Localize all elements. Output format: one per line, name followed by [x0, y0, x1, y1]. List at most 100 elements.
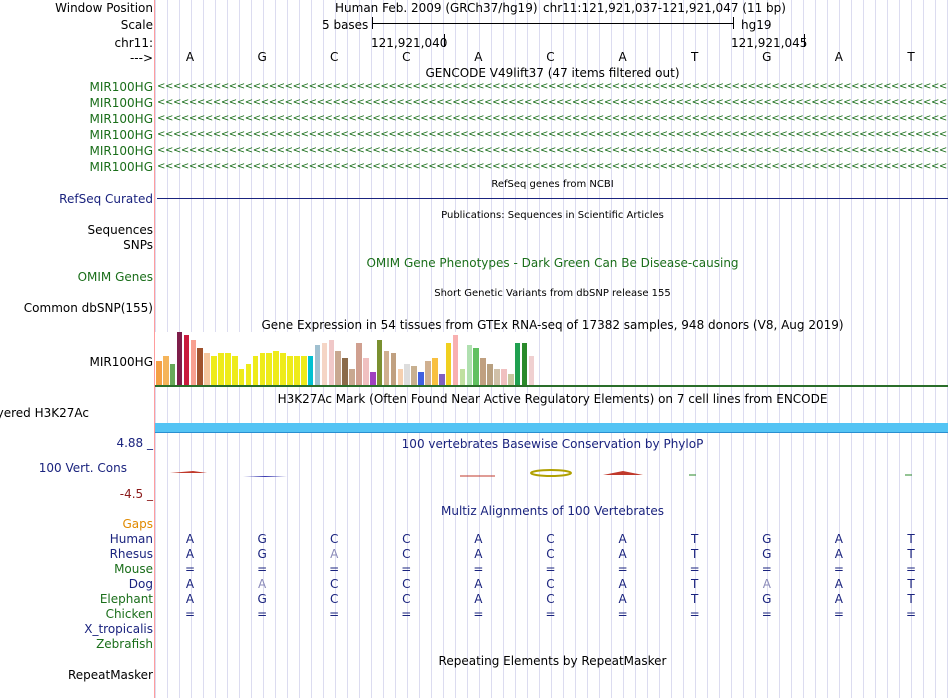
alignment-base: G — [762, 592, 772, 606]
gtex-tissue-bar[interactable] — [369, 372, 376, 385]
gtex-tissue-bar[interactable] — [390, 353, 397, 385]
species-label[interactable]: X_tropicalis — [84, 622, 153, 636]
gtex-tissue-bar[interactable] — [252, 356, 259, 385]
refseq-track-label[interactable]: RefSeq Curated — [59, 192, 153, 206]
gtex-tissue-bar[interactable] — [287, 356, 293, 385]
gtex-tissue-bar[interactable] — [162, 356, 169, 385]
gtex-tissue-bar[interactable] — [176, 332, 183, 385]
gtex-tissue-bar[interactable] — [190, 340, 197, 385]
gtex-tissue-bar[interactable] — [473, 348, 480, 385]
gtex-tissue-bar[interactable] — [459, 369, 466, 385]
gtex-tissue-bar[interactable] — [383, 351, 390, 385]
gtex-expression-chart[interactable] — [155, 332, 535, 385]
gtex-tissue-bar[interactable] — [494, 369, 500, 385]
gtex-tissue-bar[interactable] — [183, 335, 190, 385]
gtex-tissue-bar[interactable] — [404, 364, 411, 385]
gencode-transcript[interactable]: <<<<<<<<<<<<<<<<<<<<<<<<<<<<<<<<<<<<<<<<… — [157, 161, 947, 172]
gtex-tissue-bar[interactable] — [363, 358, 369, 385]
omim-track-label[interactable]: OMIM Genes — [77, 270, 153, 284]
repeatmasker-track-label[interactable]: RepeatMasker — [67, 668, 153, 682]
gtex-tissue-bar[interactable] — [487, 364, 493, 385]
gencode-transcript[interactable]: <<<<<<<<<<<<<<<<<<<<<<<<<<<<<<<<<<<<<<<<… — [157, 113, 947, 124]
gtex-tissue-bar[interactable] — [259, 353, 266, 385]
gencode-transcript[interactable]: <<<<<<<<<<<<<<<<<<<<<<<<<<<<<<<<<<<<<<<<… — [157, 97, 947, 108]
species-label[interactable]: Elephant — [99, 592, 153, 606]
gtex-tissue-bar[interactable] — [418, 372, 424, 385]
gencode-item-label[interactable]: MIR100HG — [89, 144, 153, 158]
dbsnp-track-label[interactable]: Common dbSNP(155) — [23, 301, 153, 315]
gencode-transcript[interactable]: <<<<<<<<<<<<<<<<<<<<<<<<<<<<<<<<<<<<<<<<… — [157, 81, 947, 92]
refseq-gene-line[interactable] — [157, 198, 948, 199]
h3k27ac-signal[interactable] — [155, 423, 948, 433]
gtex-tissue-bar[interactable] — [273, 351, 279, 385]
gtex-tissue-bar[interactable] — [528, 356, 535, 385]
ruler-tick — [444, 34, 445, 47]
alignment-base: G — [257, 532, 267, 546]
publications-snps-label[interactable]: SNPs — [123, 238, 153, 252]
gtex-tissue-bar[interactable] — [438, 374, 445, 385]
species-label[interactable]: Chicken — [105, 607, 153, 621]
gencode-transcript[interactable]: <<<<<<<<<<<<<<<<<<<<<<<<<<<<<<<<<<<<<<<<… — [157, 145, 947, 156]
gtex-tissue-bar[interactable] — [411, 366, 417, 385]
publications-sequences-label[interactable]: Sequences — [87, 223, 153, 237]
gtex-tissue-bar[interactable] — [501, 369, 507, 385]
gtex-tissue-bar[interactable] — [514, 343, 521, 385]
gtex-tissue-bar[interactable] — [245, 364, 252, 385]
gtex-tissue-bar[interactable] — [211, 356, 217, 385]
species-label[interactable]: Human — [109, 532, 153, 546]
gtex-tissue-bar[interactable] — [300, 356, 307, 385]
gtex-tissue-bar[interactable] — [218, 353, 224, 385]
gtex-tissue-bar[interactable] — [425, 361, 431, 385]
gtex-tissue-bar[interactable] — [328, 340, 335, 385]
gtex-tissue-bar[interactable] — [169, 364, 176, 385]
gtex-tissue-bar[interactable] — [238, 369, 245, 385]
gtex-tissue-bar[interactable] — [314, 345, 321, 385]
species-label[interactable]: Rhesus — [109, 547, 153, 561]
gtex-track-label[interactable]: MIR100HG — [89, 355, 153, 369]
track-labels: Window Position Scale chr11: ---> MIR100… — [0, 0, 153, 698]
phylop-signal[interactable] — [155, 464, 950, 480]
gencode-item-label[interactable]: MIR100HG — [89, 160, 153, 174]
alignment-base: = — [761, 562, 772, 576]
alignment-base: A — [834, 592, 843, 606]
alignment-base: A — [474, 592, 483, 606]
gencode-transcript[interactable]: <<<<<<<<<<<<<<<<<<<<<<<<<<<<<<<<<<<<<<<<… — [157, 129, 947, 140]
gtex-tissue-bar[interactable] — [521, 343, 528, 385]
gtex-tissue-bar[interactable] — [432, 358, 438, 385]
gtex-tissue-bar[interactable] — [266, 353, 273, 385]
gtex-tissue-bar[interactable] — [376, 340, 383, 385]
gtex-tissue-bar[interactable] — [321, 343, 328, 385]
gtex-tissue-bar[interactable] — [452, 335, 459, 385]
gencode-item-label[interactable]: MIR100HG — [89, 80, 153, 94]
gtex-tissue-bar[interactable] — [294, 356, 300, 385]
gencode-item-label[interactable]: MIR100HG — [89, 128, 153, 142]
alignment-base: A — [185, 592, 195, 606]
phylop-track-label[interactable]: 100 Vert. Cons — [38, 461, 127, 475]
gtex-tissue-bar[interactable] — [480, 358, 486, 385]
scale-bar — [372, 23, 733, 24]
species-label[interactable]: Dog — [128, 577, 153, 591]
gtex-tissue-bar[interactable] — [356, 343, 362, 385]
alignment-base: T — [691, 592, 699, 606]
gtex-tissue-bar[interactable] — [349, 369, 355, 385]
gtex-tissue-bar[interactable] — [445, 343, 452, 385]
gtex-tissue-bar[interactable] — [397, 369, 404, 385]
gtex-tissue-bar[interactable] — [156, 361, 162, 385]
h3k27ac-track-label[interactable]: Layered H3K27Ac — [0, 406, 89, 420]
gtex-tissue-bar[interactable] — [197, 348, 204, 385]
gtex-tissue-bar[interactable] — [507, 374, 514, 385]
gencode-item-label[interactable]: MIR100HG — [89, 96, 153, 110]
scale-label: Scale — [120, 18, 153, 32]
species-label[interactable]: Mouse — [114, 562, 153, 576]
gtex-tissue-bar[interactable] — [231, 356, 238, 385]
gtex-tissue-bar[interactable] — [466, 345, 473, 385]
gtex-tissue-bar[interactable] — [204, 353, 210, 385]
gtex-tissue-bar[interactable] — [342, 358, 348, 385]
gtex-tissue-bar[interactable] — [307, 356, 314, 385]
gencode-item-label[interactable]: MIR100HG — [89, 112, 153, 126]
gtex-tissue-bar[interactable] — [280, 353, 286, 385]
gtex-tissue-bar[interactable] — [225, 353, 231, 385]
gtex-tissue-bar[interactable] — [335, 351, 342, 385]
species-label[interactable]: Zebrafish — [96, 637, 153, 651]
gencode-track-title: GENCODE V49lift37 (47 items filtered out… — [425, 66, 680, 80]
